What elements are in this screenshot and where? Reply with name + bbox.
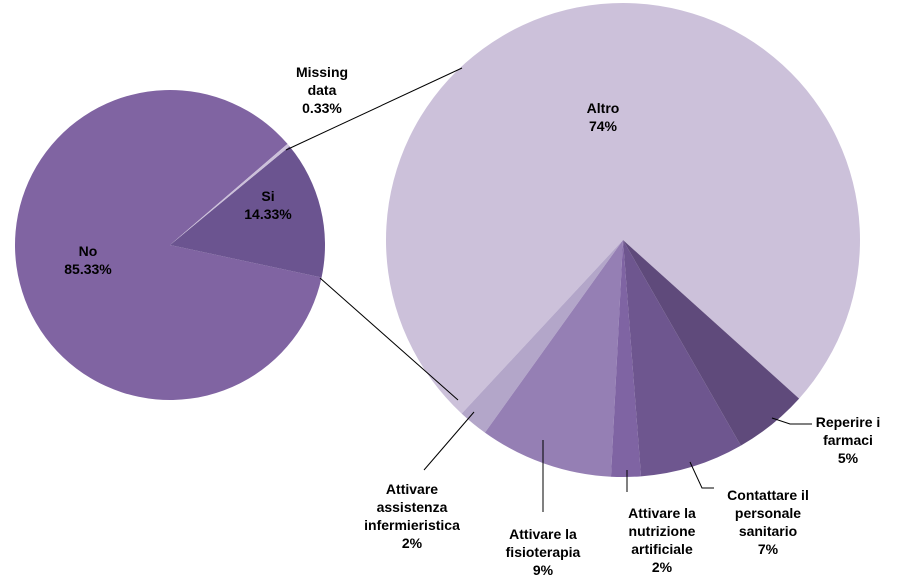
pie-slice — [623, 240, 741, 477]
category-label: Altro — [586, 100, 620, 116]
value-label: 74% — [588, 118, 618, 134]
category-label: Attivare la fisioterapia — [505, 526, 581, 560]
category-label: Missing data — [295, 64, 349, 98]
pie-slice — [385, 2, 861, 414]
category-label: Attivare la nutrizione artificiale — [628, 505, 696, 557]
value-label: 2% — [401, 535, 423, 551]
value-label: 14.33% — [244, 206, 292, 222]
data-label: Attivare assistenza infermieristica 2% — [352, 480, 472, 552]
value-label: 9% — [532, 562, 554, 578]
category-label: No — [78, 243, 98, 259]
category-label: Reperire i farmaci — [815, 414, 881, 448]
connector-line — [319, 277, 459, 401]
value-label: 2% — [651, 559, 673, 575]
pie-slice — [170, 146, 325, 278]
category-label: Contattare il personale sanitario — [727, 487, 809, 539]
data-label: Missing data 0.33% — [282, 63, 362, 117]
value-label: 7% — [757, 541, 779, 557]
data-label: Contattare il personale sanitario 7% — [713, 486, 823, 558]
connector-line — [285, 67, 463, 151]
data-label: Reperire i farmaci 5% — [803, 413, 893, 467]
leader-line — [423, 411, 475, 471]
leader-line — [771, 417, 812, 425]
category-label: Attivare assistenza infermieristica — [364, 481, 460, 533]
pie-slice — [610, 240, 642, 477]
category-label: Si — [261, 188, 275, 204]
value-label: 5% — [837, 450, 859, 466]
data-label: No 85.33% — [48, 242, 128, 278]
pie-slice — [623, 240, 800, 446]
pie-slice — [14, 89, 322, 401]
value-label: 85.33% — [64, 261, 112, 277]
data-label: Altro 74% — [563, 99, 643, 135]
leader-line — [689, 461, 714, 489]
pie-slice — [461, 240, 623, 433]
data-label: Attivare la fisioterapia 9% — [493, 525, 593, 579]
data-label: Si 14.33% — [228, 187, 308, 223]
pie-slice — [170, 143, 290, 245]
pie-slice — [484, 240, 623, 477]
value-label: 0.33% — [302, 100, 342, 116]
data-label: Attivare la nutrizione artificiale 2% — [615, 504, 710, 576]
